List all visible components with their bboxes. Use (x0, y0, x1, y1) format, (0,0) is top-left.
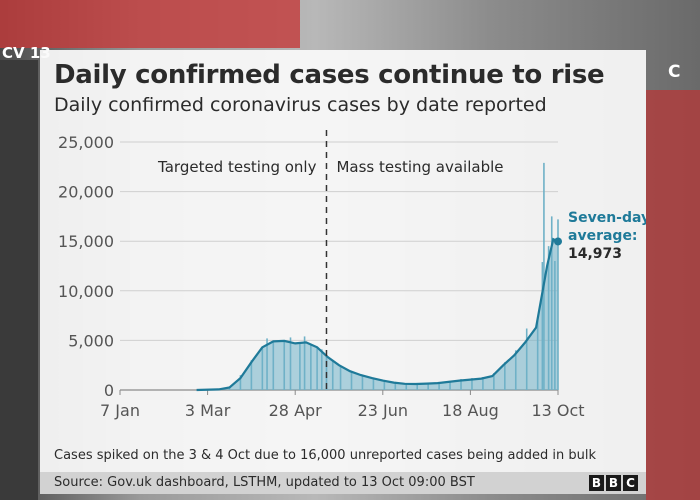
cases-chart: 0 5,000 10,000 15,000 20,000 25,000 7 Jan 3 Mar… (58, 130, 646, 420)
chart-subtitle: Daily confirmed coronavirus cases by dat… (54, 94, 547, 116)
annotation-line: average: (568, 228, 638, 244)
divider-right-label: Mass testing available (336, 158, 503, 176)
average-area (196, 239, 558, 390)
divider-left-label: Targeted testing only (157, 158, 317, 176)
y-tick-label: 0 (104, 381, 114, 400)
x-tick-label: 13 Oct (531, 401, 584, 420)
channel-logo: CV 13 (2, 44, 51, 62)
seven-day-average-line (196, 237, 559, 392)
annotation-line: Seven-day (568, 210, 646, 226)
annotation-value: 14,973 (568, 246, 622, 262)
source-text: Source: Gov.uk dashboard, LSTHM, updated… (54, 475, 475, 490)
channel-logo-right: C (668, 62, 681, 82)
bbc-letter: C (623, 475, 638, 491)
chart-footnote: Cases spiked on the 3 & 4 Oct due to 16,… (54, 448, 597, 463)
bbc-letter: B (589, 475, 604, 491)
y-tick-label: 15,000 (58, 232, 114, 251)
x-tick-label: 28 Apr (269, 401, 323, 420)
bbc-letter: B (606, 475, 621, 491)
y-tick-label: 10,000 (58, 282, 114, 301)
x-tick-label: 3 Mar (185, 401, 231, 420)
latest-average-point (554, 237, 562, 246)
chart-title: Daily confirmed cases continue to rise (54, 60, 605, 90)
x-tick-label: 7 Jan (100, 401, 140, 420)
source-bar: Source: Gov.uk dashboard, LSTHM, updated… (40, 472, 646, 494)
y-tick-label: 25,000 (58, 133, 114, 152)
y-tick-label: 20,000 (58, 183, 114, 202)
x-tick-label: 18 Aug (442, 401, 499, 420)
chart-panel: Daily confirmed cases continue to rise D… (40, 50, 646, 494)
x-tick-label: 23 Jun (358, 401, 408, 420)
y-tick-label: 5,000 (68, 331, 114, 350)
bbc-logo: B B C (589, 475, 638, 491)
